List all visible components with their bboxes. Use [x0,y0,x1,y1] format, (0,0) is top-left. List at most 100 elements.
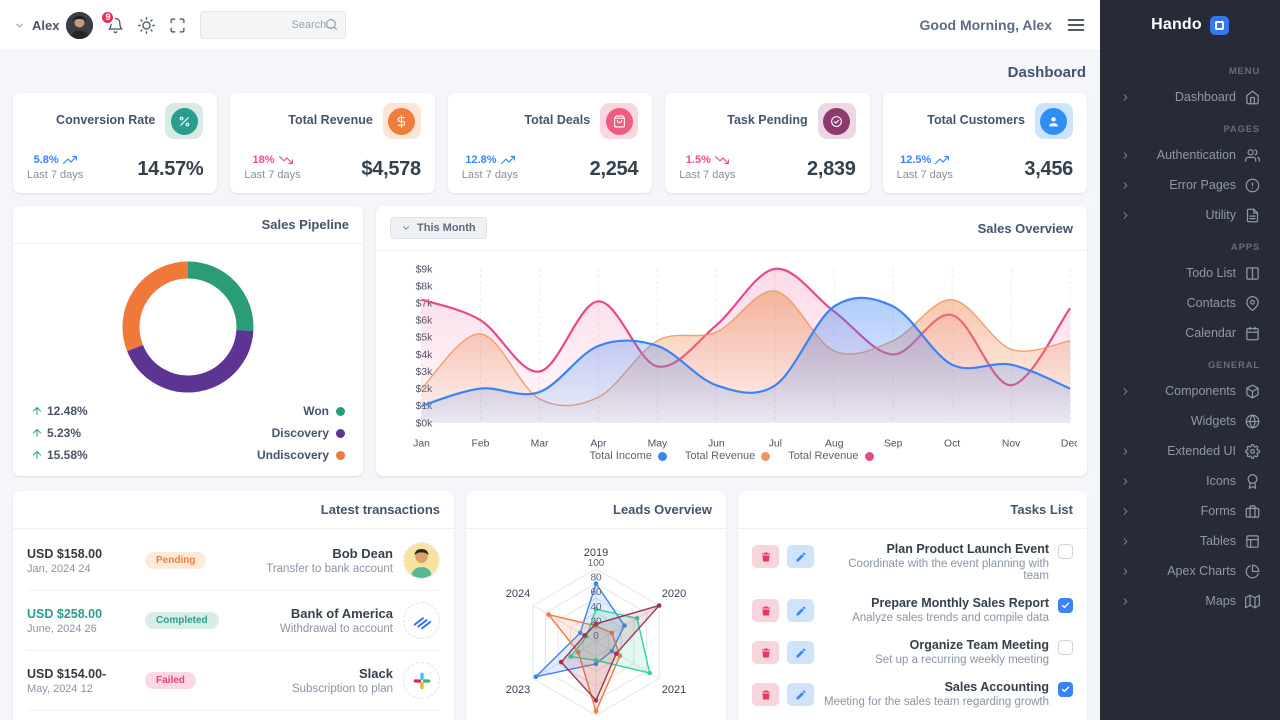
sidebar-item-todo-list[interactable]: Todo List [1100,258,1280,288]
stat-card-conversion-rate: Conversion Rate 14.57% 5.8% Last 7 days [13,93,218,193]
stat-card-total-deals: Total Deals 2,254 12.8% Last 7 days [447,93,653,193]
stat-iconbox [165,103,204,139]
table-icon [1246,534,1259,548]
theme-toggle-button[interactable] [138,16,156,34]
sidebar-item-label: Dashboard [1174,90,1236,104]
sidebar-item-calendar[interactable]: Calendar [1100,318,1280,348]
sidebar-item-icons[interactable]: Icons [1100,466,1280,496]
stat-title: Total Customers [927,113,1025,127]
svg-text:Sep: Sep [884,439,903,450]
notifications-button[interactable]: 9 [100,9,124,34]
user-avatar-image [66,11,94,39]
sidebar-item-utility[interactable]: Utility [1100,200,1280,230]
sidebar-item-tables[interactable]: Tables [1100,526,1280,556]
menu-section-general: GENERAL [1207,360,1260,371]
task-row: Organize Team Meeting Set up a recurring… [752,631,1073,673]
transaction-logo-bob [403,542,440,579]
sidebar-item-contacts[interactable]: Contacts [1100,288,1280,318]
task-delete-button[interactable] [752,683,779,706]
sun-icon [138,16,156,34]
stat-value: 14.57% [137,158,204,180]
task-desc: Set up a recurring weekly meeting [875,654,1049,666]
task-edit-button[interactable] [787,599,814,622]
svg-text:0: 0 [593,631,599,642]
transaction-name: Slack [359,666,393,681]
task-edit-button[interactable] [787,545,814,568]
task-checkbox[interactable] [1058,598,1073,613]
trending-up-icon [62,155,77,165]
menu-icon [1067,19,1085,31]
sidebar-item-error-pages[interactable]: Error Pages [1100,170,1280,200]
task-checkbox[interactable] [1058,640,1073,655]
trash-icon [761,648,770,657]
task-checkbox[interactable] [1058,544,1073,559]
sidebar-menu: MENU Dashboard PAGES Authentication Erro… [1100,50,1280,720]
svg-text:Aug: Aug [825,439,844,450]
sidebar-item-components[interactable]: Components [1100,376,1280,406]
series-line-1 [421,290,1071,407]
transaction-status-badge: Failed [145,672,196,689]
menu-section-pages: PAGES [1223,124,1260,135]
task-checkbox[interactable] [1058,682,1073,697]
sidebar-item-label: Authentication [1156,148,1236,162]
award-icon [1247,473,1258,489]
stat-period: Last 7 days [244,169,301,181]
overview-legend-item[interactable]: Total Revenue [788,450,874,462]
transaction-date: June, 2024 26 [27,622,97,635]
chevron-right-icon [1123,507,1128,515]
check-icon [1061,602,1070,609]
legend-change: 15.58% [47,448,88,462]
series-area-2 [421,297,1071,423]
stat-title: Task Pending [727,113,808,127]
sidebar-item-widgets[interactable]: Widgets [1100,406,1280,436]
sidebar-item-forms[interactable]: Forms [1100,496,1280,526]
search-input[interactable] [200,11,347,39]
sidebar-item-extended-ui[interactable]: Extended UI [1100,436,1280,466]
settings-icon [1245,443,1260,459]
sidebar-item-dashboard[interactable]: Dashboard [1100,82,1280,112]
legend-dot [657,451,667,461]
overview-legend-item[interactable]: Total Revenue [685,450,771,462]
legend-dot [864,451,874,461]
stat-value: 3,456 [1024,158,1073,180]
task-edit-button[interactable] [787,641,814,664]
task-delete-button[interactable] [752,599,779,622]
legend-dot [336,450,345,460]
chevron-down-icon [403,226,409,230]
transaction-logo-boa [403,602,440,639]
dollar-icon [398,114,406,128]
task-delete-button[interactable] [752,545,779,568]
sidebar-item-maps[interactable]: Maps [1100,586,1280,616]
task-edit-button[interactable] [787,683,814,706]
menu-section-menu: MENU [1228,66,1260,77]
donut-segment-won [187,261,254,332]
pipeline-legend-row: Undiscovery 15.58% [29,444,347,466]
svg-text:Mar: Mar [531,439,549,450]
chevron-right-icon [1123,93,1128,101]
svg-text:80: 80 [590,573,602,584]
task-title: Plan Product Launch Event [886,542,1049,556]
overview-legend-item[interactable]: Total Income [589,450,667,462]
task-title: Prepare Monthly Sales Report [871,596,1049,610]
sales-pipeline-donut [122,261,254,393]
bell-icon [108,17,124,33]
sidebar-toggle-button[interactable] [1066,15,1086,35]
month-filter-dropdown[interactable]: This Month [390,217,487,239]
fullscreen-button[interactable] [169,17,186,34]
sales-pipeline-body: Won 12.48% Discovery 5.23% Undiscovery 1… [13,244,363,466]
legend-change: 12.48% [47,404,88,418]
svg-text:Feb: Feb [472,439,490,450]
user-menu[interactable]: Alex [14,11,94,39]
sidebar-item-apex-charts[interactable]: Apex Charts [1100,556,1280,586]
trending-down-icon [278,155,293,165]
svg-text:$8k: $8k [416,281,434,292]
sales-overview-card: Sales Overview This Month $9k$8k$7k$6k$5… [376,206,1087,476]
sidebar-item-authentication[interactable]: Authentication [1100,140,1280,170]
leads-radar-svg: 020406080100201920202021202220232024 [506,547,686,716]
sidebar: Hando MENU Dashboard PAGES Authenticatio… [1100,0,1280,720]
brand[interactable]: Hando [1100,0,1280,50]
check-icon [1061,686,1070,693]
search-box [200,11,347,39]
task-delete-button[interactable] [752,641,779,664]
sidebar-item-label: Icons [1206,474,1236,488]
